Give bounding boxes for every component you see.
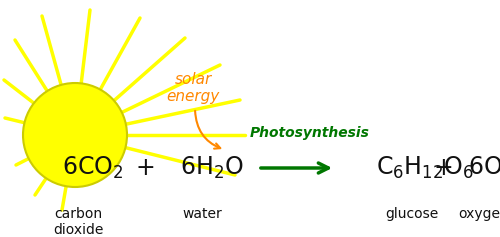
Text: solar
energy: solar energy [166,72,220,105]
Text: $\mathregular{6H_2O}$: $\mathregular{6H_2O}$ [180,155,244,181]
Text: oxygen: oxygen [458,207,500,221]
Text: glucose: glucose [386,207,438,221]
Text: $\mathregular{C_6H_{12}O_6}$: $\mathregular{C_6H_{12}O_6}$ [376,155,474,181]
Text: $\mathregular{6O_2}$: $\mathregular{6O_2}$ [468,155,500,181]
Text: +: + [135,156,155,180]
Text: water: water [182,207,222,221]
Text: Photosynthesis: Photosynthesis [250,126,370,140]
Text: +: + [433,156,453,180]
Text: $\mathregular{6CO_2}$: $\mathregular{6CO_2}$ [62,155,123,181]
Circle shape [23,83,127,187]
Text: carbon
dioxide: carbon dioxide [53,207,103,237]
